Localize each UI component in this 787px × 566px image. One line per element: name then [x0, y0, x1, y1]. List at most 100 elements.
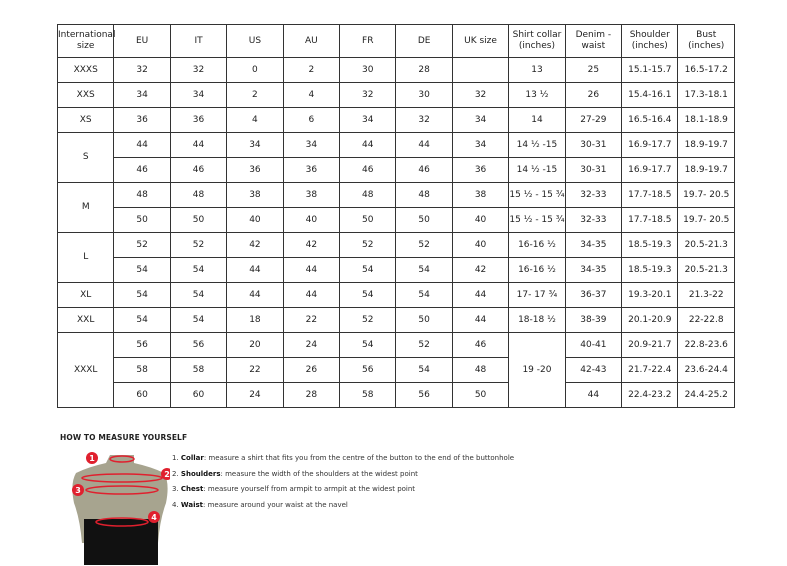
table-cell — [451, 57, 510, 83]
table-row: 54 54 44 44 54 54 42 16-16 ½ 34-35 18.5-19.3 20.5-… — [58, 257, 735, 283]
size-cell: L — [56, 232, 115, 283]
table-cell: 22-22.8 — [677, 307, 735, 333]
table-cell: 22 — [282, 307, 341, 333]
table-cell: 26 — [564, 82, 623, 108]
table-cell: 34-35 — [564, 232, 623, 258]
table-cell: 20.5-21.3 — [677, 232, 735, 258]
table-cell: 20 — [226, 332, 284, 358]
table-cell: 44 — [451, 282, 510, 308]
table-cell: 50 — [451, 382, 510, 408]
table-cell: 36 — [169, 107, 228, 133]
step-waist: 4. Waist: measure around your waist at t… — [172, 498, 514, 514]
table-cell: 54 — [339, 257, 397, 283]
table-cell: 52 — [395, 232, 453, 258]
step-term: Collar — [180, 454, 204, 462]
table-cell: 36 — [226, 157, 284, 183]
table-cell: 36 — [113, 107, 171, 133]
table-row: 46 46 36 36 46 46 36 14 ½ -15 30-31 16.9-17.7 18.9… — [58, 157, 735, 183]
table-cell: 27-29 — [564, 107, 623, 133]
table-cell: 40 — [226, 207, 284, 233]
table-cell: 48 — [339, 182, 397, 208]
table-cell: 17- 17 ¾ — [508, 282, 566, 308]
table-cell: 15 ½ - 15 ¾ — [508, 207, 566, 233]
column-header: Bust (inches) — [677, 24, 735, 58]
table-cell: 38 — [282, 182, 341, 208]
table-cell: 44 — [113, 132, 171, 158]
table-cell: 52 — [395, 332, 453, 358]
table-cell: 2 — [282, 57, 341, 83]
table-cell: 14 ½ -15 — [508, 132, 566, 158]
table-cell: 14 — [508, 107, 566, 133]
table-cell: 16.5-16.4 — [621, 107, 679, 133]
table-cell: 34 — [451, 107, 510, 133]
table-cell: 19.3-20.1 — [621, 282, 679, 308]
table-cell: 54 — [169, 307, 228, 333]
table-cell: 16-16 ½ — [508, 232, 566, 258]
table-cell: 48 — [113, 182, 171, 208]
step-chest: 3. Chest: measure yourself from armpit t… — [172, 482, 514, 498]
table-cell: 38-39 — [564, 307, 623, 333]
table-cell: 50 — [395, 207, 453, 233]
table-cell: 24 — [282, 332, 341, 358]
table-cell: 32 — [395, 107, 453, 133]
step-term: Waist — [180, 500, 204, 509]
table-row: XXL 54 54 18 22 52 50 44 18-18 ½ 38-39 20.1-20.9 22… — [56, 307, 735, 333]
table-cell: 34 — [169, 82, 228, 108]
step-collar: 1. Collar: measure a shirt that fits you… — [172, 451, 514, 467]
table-cell: 54 — [169, 282, 228, 308]
measure-lines-icon — [81, 455, 163, 527]
guide-title: HOW TO MEASURE YOURSELF — [60, 433, 188, 442]
table-cell: 52 — [169, 232, 228, 258]
table-cell: 44 — [169, 132, 228, 158]
table-cell: 19.7- 20.5 — [677, 207, 735, 233]
table-cell: 22.4-23.2 — [621, 382, 679, 408]
table-cell: 50 — [169, 207, 228, 233]
step-text: : measure the width of the shoulders at … — [220, 469, 418, 478]
table-cell: 20.9-21.7 — [621, 332, 679, 358]
table-cell: 17.7-18.5 — [621, 207, 679, 233]
header-row: International size EU IT US AU FR DE UK size Shi… — [56, 24, 735, 58]
table-cell: 54 — [339, 282, 397, 308]
table-cell: 21.3-22 — [677, 282, 735, 308]
table-cell: 22.8-23.6 — [677, 332, 735, 358]
table-cell: 30 — [395, 82, 453, 108]
table-cell: 24 — [226, 382, 284, 408]
table-cell: 58 — [339, 382, 397, 408]
table-cell: 32 — [113, 57, 171, 83]
column-header: FR — [339, 24, 397, 58]
table-row: XXXL 56 56 20 24 54 52 46 19 -20 40-41 20.9-21.7 22… — [56, 332, 735, 408]
table-cell: 56 — [169, 332, 228, 358]
table-cell: 32-33 — [564, 207, 623, 233]
table-cell: 36 — [282, 157, 341, 183]
table-cell: 15.4-16.1 — [621, 82, 679, 108]
size-cell: XXS — [56, 82, 115, 108]
table-cell: 50 — [395, 307, 453, 333]
table-cell: 48 — [395, 182, 453, 208]
table-cell: 16.9-17.7 — [621, 157, 679, 183]
body-measure-figure: 1 2 3 4 — [72, 452, 170, 565]
table-cell: 4 — [282, 82, 341, 108]
column-header: US — [226, 24, 284, 58]
table-cell: 54 — [339, 332, 397, 358]
table-cell: 30 — [339, 57, 397, 83]
table-cell: 46 — [169, 157, 228, 183]
table-cell: 46 — [113, 157, 171, 183]
size-cell: S — [56, 132, 115, 183]
table-cell: 42 — [282, 232, 341, 258]
marker-4: 4 — [151, 513, 157, 522]
table-cell: 32 — [451, 82, 510, 108]
table-cell: 44 — [226, 282, 284, 308]
table-cell: 4 — [226, 107, 284, 133]
table-cell: 21.7-22.4 — [621, 357, 679, 383]
table-cell: 34 — [451, 132, 510, 158]
table-row: 50 50 40 40 50 50 40 15 ½ - 15 ¾ 32-33 17.7-18.5 1… — [58, 207, 735, 233]
table-cell: 18-18 ½ — [508, 307, 566, 333]
size-cell: XL — [56, 282, 115, 308]
table-cell: 56 — [339, 357, 397, 383]
size-cell: XS — [56, 107, 115, 133]
table-cell: 52 — [339, 307, 397, 333]
table-cell: 14 ½ -15 — [508, 157, 566, 183]
step-num: 3. — [172, 485, 179, 493]
step-text: : measure around your waist at the navel — [203, 500, 348, 509]
table-cell: 54 — [169, 257, 228, 283]
